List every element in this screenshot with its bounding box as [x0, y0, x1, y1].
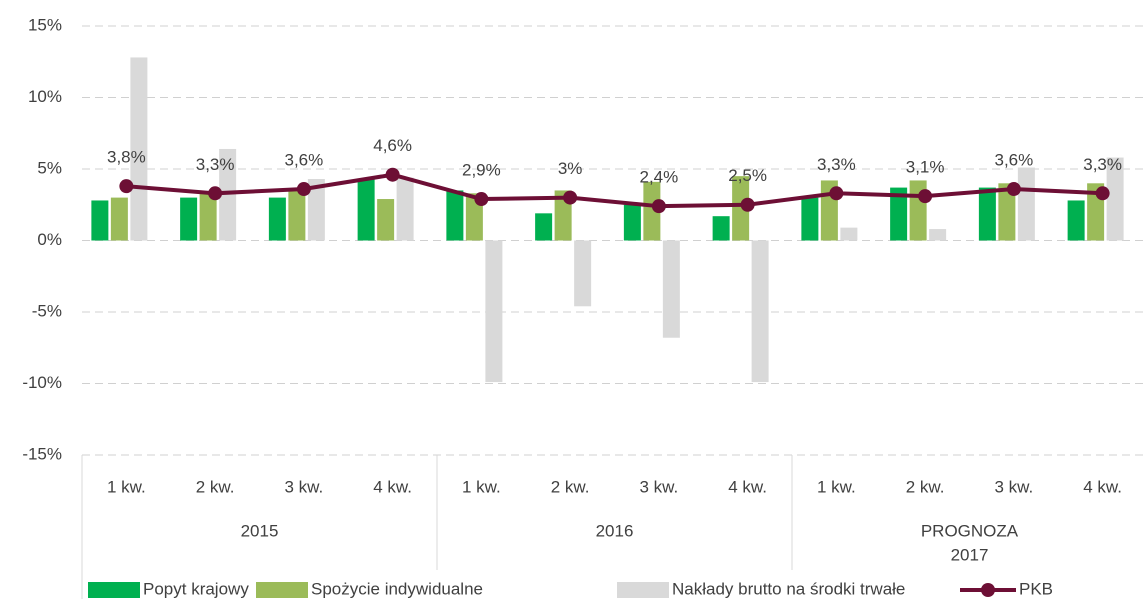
legend-swatch — [617, 582, 669, 598]
line-marker — [296, 182, 311, 197]
x-tick-label: 4 kw. — [1083, 477, 1122, 496]
bar — [446, 190, 464, 241]
y-tick-label: 0% — [37, 230, 62, 249]
group-label: 2016 — [596, 521, 634, 540]
bar — [396, 177, 414, 241]
data-label: 3% — [558, 159, 583, 178]
data-label: 4,6% — [373, 136, 412, 155]
legend-swatch — [88, 582, 140, 598]
bar — [732, 176, 750, 241]
bar — [268, 197, 286, 241]
line-marker — [474, 192, 489, 207]
bar — [357, 179, 375, 241]
bar — [1017, 167, 1035, 241]
bar — [180, 197, 198, 241]
bar — [751, 240, 769, 383]
bar — [929, 229, 947, 241]
bar — [199, 191, 217, 241]
legend-label: Nakłady brutto na środki trwałe — [672, 579, 905, 598]
x-tick-label: 3 kw. — [640, 477, 679, 496]
x-tick-label: 2 kw. — [906, 477, 945, 496]
legend-label: Spożycie indywidualne — [311, 579, 483, 598]
bar — [998, 183, 1016, 241]
bar — [288, 190, 306, 241]
line-marker — [918, 189, 933, 204]
bar — [1067, 200, 1085, 241]
bar — [574, 240, 592, 307]
line — [126, 172, 1103, 209]
x-tick-label: 3 kw. — [285, 477, 324, 496]
line-marker — [385, 167, 400, 182]
data-label: 2,4% — [640, 168, 679, 187]
bar — [801, 197, 819, 241]
data-label: 2,9% — [462, 161, 501, 180]
bar — [91, 200, 109, 241]
bar — [110, 197, 128, 241]
x-tick-label: 2 kw. — [551, 477, 590, 496]
line-marker — [1006, 182, 1021, 197]
x-tick-label: 1 kw. — [462, 477, 501, 496]
bar — [662, 240, 680, 338]
y-tick-label: 15% — [28, 15, 62, 34]
y-tick-label: -15% — [22, 444, 62, 463]
bar — [377, 199, 395, 241]
legend-label: PKB — [1019, 579, 1053, 598]
x-tick-label: 3 kw. — [995, 477, 1034, 496]
legend-label: Popyt krajowy — [143, 579, 249, 598]
y-tick-label: -10% — [22, 373, 62, 392]
data-label: 3,3% — [196, 155, 235, 174]
bar — [890, 187, 908, 241]
bar — [978, 187, 996, 241]
data-label: 3,3% — [817, 155, 856, 174]
bar — [1106, 157, 1124, 241]
y-tick-label: 10% — [28, 87, 62, 106]
data-label: 3,3% — [1083, 155, 1122, 174]
line-marker — [563, 190, 578, 205]
legend-swatch — [981, 583, 995, 597]
y-tick-label: 5% — [37, 158, 62, 177]
line-marker — [651, 199, 666, 214]
legend-swatch — [256, 582, 308, 598]
x-tick-label: 1 kw. — [107, 477, 146, 496]
bar — [130, 57, 148, 241]
bar — [535, 213, 553, 241]
data-label: 3,1% — [906, 158, 945, 177]
bar — [485, 240, 503, 383]
group-label: PROGNOZA — [921, 521, 1019, 540]
group-label: 2017 — [951, 545, 989, 564]
y-tick-label: -5% — [32, 301, 62, 320]
line-marker — [1095, 186, 1110, 201]
bar — [712, 216, 730, 241]
bar — [643, 181, 661, 241]
data-label: 3,8% — [107, 148, 146, 167]
x-tick-label: 4 kw. — [728, 477, 767, 496]
x-tick-label: 1 kw. — [817, 477, 856, 496]
bar — [307, 179, 325, 241]
group-label: 2015 — [241, 521, 279, 540]
line-marker — [829, 186, 844, 201]
x-tick-label: 2 kw. — [196, 477, 235, 496]
x-tick-label: 4 kw. — [373, 477, 412, 496]
line-marker — [119, 179, 134, 194]
data-label: 2,5% — [728, 166, 767, 185]
line-marker — [740, 197, 755, 212]
bar — [623, 204, 641, 241]
data-label: 3,6% — [995, 151, 1034, 170]
bar — [219, 148, 237, 241]
line-marker — [208, 186, 223, 201]
data-label: 3,6% — [285, 151, 324, 170]
bar — [840, 227, 858, 241]
